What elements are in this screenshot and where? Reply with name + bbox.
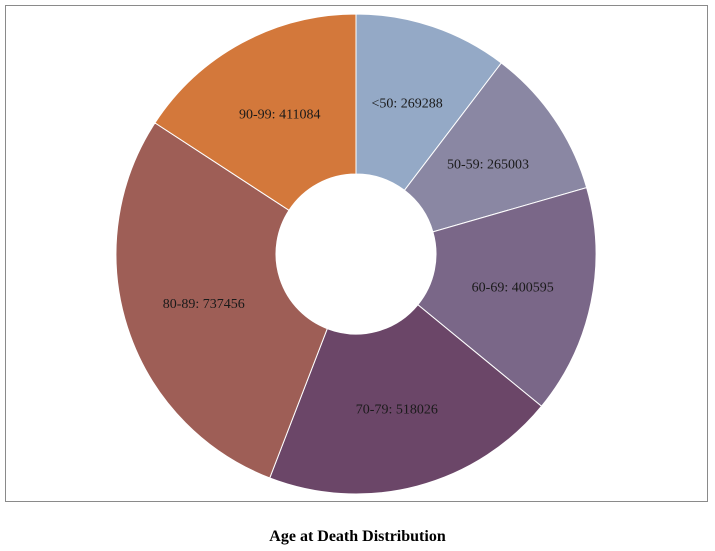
slice-label: 90-99: 411084 bbox=[239, 107, 321, 122]
slice-label: 80-89: 737456 bbox=[163, 297, 245, 312]
chart-title: Age at Death Distribution bbox=[269, 528, 446, 545]
slice-label: 70-79: 518026 bbox=[356, 403, 438, 418]
slice-80-89 bbox=[115, 122, 328, 479]
slice-label: 50-59: 265003 bbox=[447, 158, 529, 173]
donut-chart: <50: 269288 50-59: 265003 60-69: 400595 70-… bbox=[115, 13, 597, 495]
slice-label: <50: 269288 bbox=[371, 96, 442, 111]
slice-70-79 bbox=[269, 304, 543, 495]
slice-50-59 bbox=[403, 62, 588, 233]
slice-label: 60-69: 400595 bbox=[472, 280, 554, 295]
slice-90-99 bbox=[154, 13, 357, 211]
slice-60-69 bbox=[417, 186, 597, 407]
slice-50 bbox=[355, 13, 503, 192]
chart-frame: <50: 269288 50-59: 265003 60-69: 400595 70-… bbox=[5, 5, 708, 502]
slices-group bbox=[115, 13, 597, 495]
labels-group: <50: 269288 50-59: 265003 60-69: 400595 70-… bbox=[163, 96, 554, 417]
